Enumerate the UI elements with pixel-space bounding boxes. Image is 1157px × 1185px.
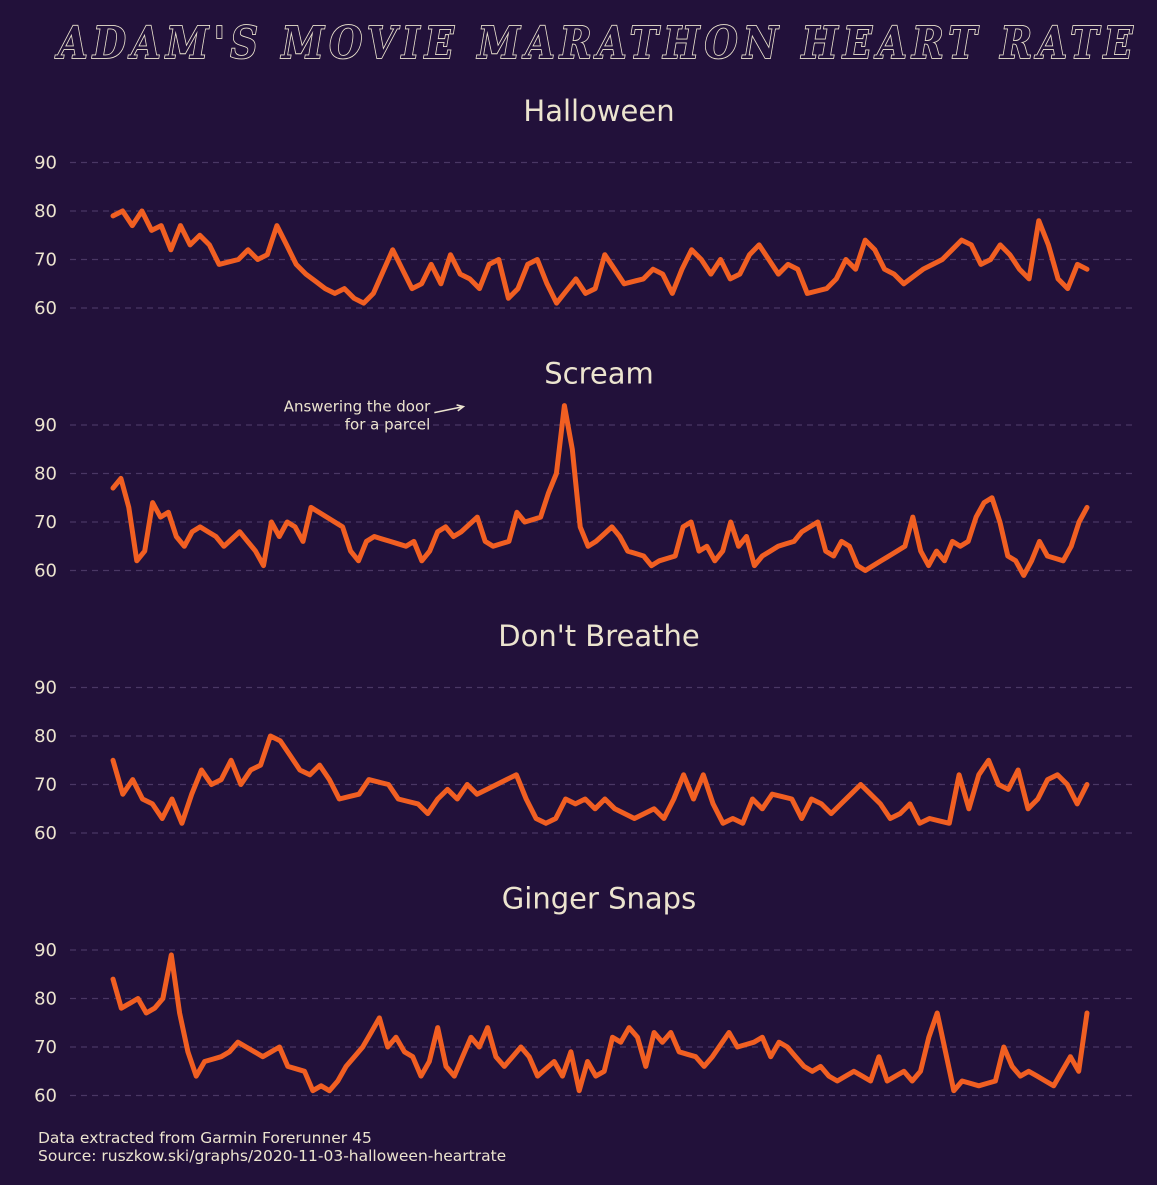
y-tick-label: 80 — [34, 464, 57, 485]
footer-device-note: Data extracted from Garmin Forerunner 45 — [38, 1129, 372, 1147]
panel-title: Ginger Snaps — [502, 882, 696, 916]
y-tick-label: 70 — [34, 250, 57, 271]
panel-3: Don't Breathe 60 70 80 90 — [34, 619, 1135, 844]
main-title: ADAM'S MOVIE MARATHON HEART RATE — [55, 18, 1138, 69]
y-tick-label: 60 — [34, 561, 57, 582]
y-tick-label: 80 — [34, 726, 57, 747]
y-tick-label: 90 — [34, 940, 57, 961]
heart-rate-line — [110, 952, 1090, 1094]
y-tick-label: 80 — [34, 989, 57, 1010]
y-tick-label: 60 — [34, 298, 57, 319]
y-tick-label: 70 — [34, 775, 57, 796]
panel-title: Scream — [544, 357, 654, 391]
y-tick-label: 60 — [34, 1086, 57, 1107]
panel-title: Halloween — [523, 94, 674, 128]
heart-rate-line — [110, 733, 1090, 826]
chart-panels: Halloween 60 70 80 90 Scream 60 70 80 90 Answering… — [34, 94, 1135, 1107]
annotation-text-line-1: Answering the door — [284, 398, 431, 416]
y-tick-label: 60 — [34, 823, 57, 844]
y-tick-label: 90 — [34, 153, 57, 174]
y-tick-label: 80 — [34, 201, 57, 222]
annotation-arrowhead — [456, 404, 466, 412]
annotation-text-line-2: for a parcel — [345, 416, 431, 434]
panel-title: Don't Breathe — [498, 619, 699, 653]
panel-1: Halloween 60 70 80 90 — [34, 94, 1135, 319]
heart-rate-line — [110, 403, 1090, 578]
y-tick-label: 90 — [34, 415, 57, 436]
panel-4: Ginger Snaps 60 70 80 90 — [34, 882, 1135, 1107]
heart-rate-line — [110, 208, 1090, 306]
y-tick-label: 70 — [34, 512, 57, 533]
y-tick-label: 70 — [34, 1037, 57, 1058]
footer-source-note: Source: ruszkow.ski/graphs/2020-11-03-ha… — [38, 1147, 506, 1165]
annotation-arrow — [434, 405, 464, 414]
y-tick-label: 90 — [34, 678, 57, 699]
